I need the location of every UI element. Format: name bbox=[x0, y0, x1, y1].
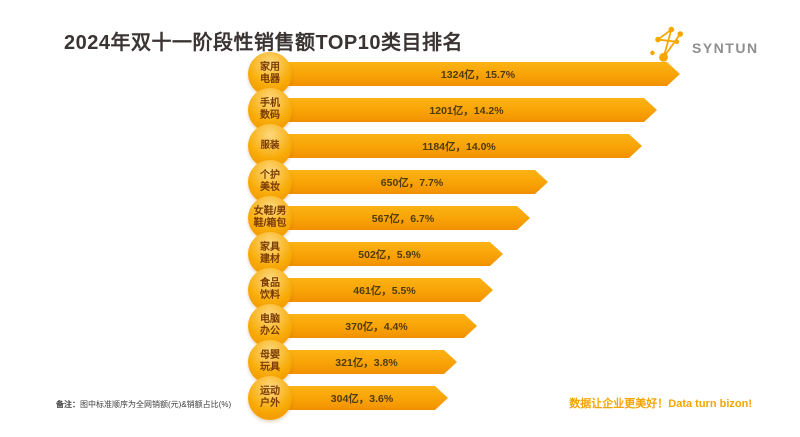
bar-value-label: 650亿，7.7% bbox=[380, 176, 444, 189]
category-badge: 家具 建材 bbox=[248, 232, 292, 276]
brand-slogan: 数据让企业更美好！Data turn bizon! bbox=[569, 395, 752, 411]
slogan-cn: 数据让企业更美好！ bbox=[569, 398, 669, 410]
bar-value-label: 502亿，5.9% bbox=[358, 248, 421, 261]
sales-bar: 567亿，6.7% bbox=[288, 206, 530, 230]
sales-bar: 321亿，3.8% bbox=[288, 350, 457, 374]
bar-value-label: 1184亿，14.0% bbox=[422, 140, 496, 153]
chart-title: 2024年双十一阶段性销售额TOP10类目排名 bbox=[64, 32, 463, 54]
category-label: 个护 美妆 bbox=[260, 170, 280, 193]
bar-value-label: 321亿，3.8% bbox=[335, 356, 398, 369]
bar-value-label: 1201亿，14.2% bbox=[429, 104, 504, 117]
sales-bar: 304亿，3.6% bbox=[288, 386, 448, 410]
category-label: 手机 数码 bbox=[260, 98, 280, 121]
sales-bar: 1201亿，14.2% bbox=[288, 98, 657, 122]
bar-value-label: 461亿，5.5% bbox=[353, 284, 416, 297]
category-badge: 运动 户外 bbox=[248, 376, 292, 420]
syntun-network-icon bbox=[650, 26, 683, 62]
bar-value-label: 304亿，3.6% bbox=[330, 392, 394, 405]
category-label: 女鞋/男 鞋/箱包 bbox=[253, 206, 287, 229]
category-badge: 家用 电器 bbox=[248, 52, 292, 96]
category-label: 家具 建材 bbox=[260, 242, 280, 265]
sales-bar: 370亿，4.4% bbox=[288, 314, 477, 338]
logo-wordmark: SYNTUN bbox=[692, 40, 759, 56]
category-label: 服装 bbox=[260, 140, 280, 152]
slogan-en: Data turn bizon! bbox=[668, 398, 752, 410]
sales-bar: 502亿，5.9% bbox=[288, 242, 503, 266]
sales-bar: 1324亿，15.7% bbox=[288, 62, 680, 86]
syntun-logo: SYNTUN bbox=[648, 24, 759, 64]
footnote-text: 图中标准顺序为全网销额(元)&销额占比(%) bbox=[80, 400, 232, 409]
footnote-label: 备注： bbox=[56, 400, 80, 409]
category-label: 运动 户外 bbox=[260, 386, 280, 409]
sales-bar: 461亿，5.5% bbox=[288, 278, 493, 302]
category-label: 食品 饮料 bbox=[260, 278, 280, 301]
category-label: 家用 电器 bbox=[260, 62, 280, 85]
footnote: 备注：图中标准顺序为全网销额(元)&销额占比(%) bbox=[56, 399, 231, 410]
sales-bar: 650亿，7.7% bbox=[288, 170, 548, 194]
bar-value-label: 567亿，6.7% bbox=[371, 212, 435, 225]
bar-value-label: 370亿，4.4% bbox=[345, 320, 408, 333]
category-label: 电脑 办公 bbox=[260, 314, 280, 337]
bar-value-label: 1324亿，15.7% bbox=[440, 68, 516, 81]
category-label: 母婴 玩具 bbox=[260, 350, 280, 373]
sales-bar: 1184亿，14.0% bbox=[288, 134, 642, 158]
